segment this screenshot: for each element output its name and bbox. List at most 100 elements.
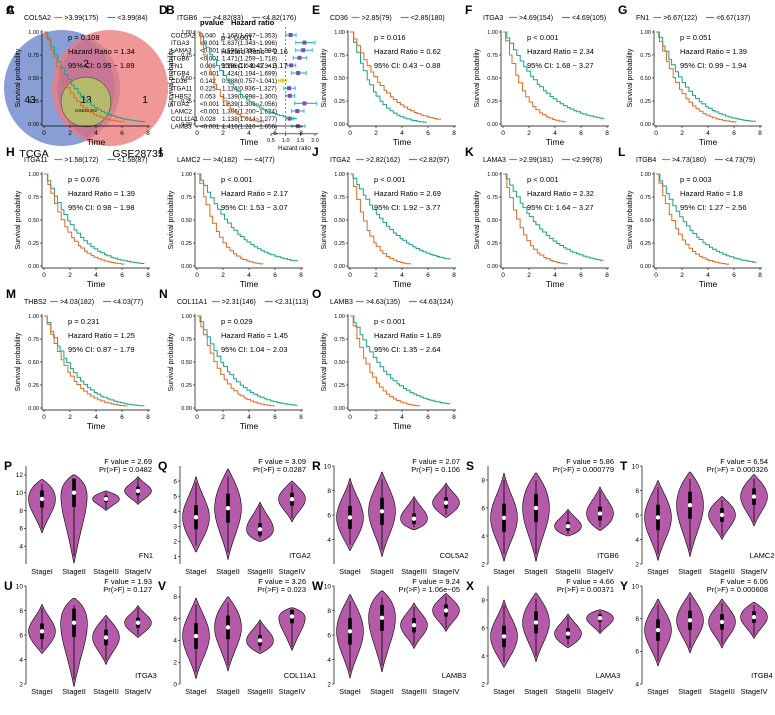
km-hr: Hazard Ratio = 0.62 xyxy=(374,47,441,56)
violin-gene-label: LAMA3 xyxy=(596,671,621,680)
km-xtick-label: 6 xyxy=(426,130,430,137)
km-ytick-label: 0.25 xyxy=(28,383,39,389)
km-xlabel: Time xyxy=(87,421,106,431)
violin-ytick-label: 6 xyxy=(173,616,177,623)
km-ytick-label: 0.00 xyxy=(181,264,192,270)
forest-pvalue-THBS2: 0.053 xyxy=(200,93,216,100)
violin-p-value: Pr(>F) = 0.000779 xyxy=(553,465,614,474)
violin-ytick-label: 6 xyxy=(481,625,485,632)
forest-col-pvalue: pvalue xyxy=(200,18,224,27)
km-ylabel: Survival probability xyxy=(321,190,328,249)
km-curve-low xyxy=(656,173,757,263)
violin-panel-LAMC2: T 2 4 6 8 10 StageI StageII StageIII StageIV F val… xyxy=(620,457,775,576)
forest-hr-text-ITGA3: 1.637(1.343~1.996) xyxy=(222,40,277,47)
violin-panel-ITGA3: U 2 4 6 8 10 StageI StageII StageIII StageIV F val… xyxy=(4,577,157,696)
km-hr: Hazard Ratio = 2.16 xyxy=(221,47,288,56)
km-panel-FN1: G FN1 >6.67(122) <6.67(137) 0.00 0.25 0.50 0.75… xyxy=(618,3,762,147)
km-xlabel: Time xyxy=(699,137,718,147)
forest-hr-text-ITGA2: 1.639(1.306~2.056) xyxy=(222,101,277,108)
km-ylabel: Survival probability xyxy=(15,48,22,107)
km-legend-low: <4.03(77) xyxy=(113,299,143,306)
violin-ytick-label: 8 xyxy=(481,477,485,484)
forest-hr-text-ITGB4: 1.424(1.194~1.699) xyxy=(222,71,277,78)
km-xtick-label: 8 xyxy=(146,272,150,279)
km-xlabel: Time xyxy=(240,137,259,147)
km-xtick-label: 0 xyxy=(348,130,352,137)
km-xtick-label: 4 xyxy=(400,414,404,421)
violin-median xyxy=(225,625,231,630)
km-panel-LAMA3: K LAMA3 >2.99(181) <2.99(78) 0.00 0.25 0.50 0.7… xyxy=(465,145,609,289)
violin-ytick-label: 10 xyxy=(16,490,24,497)
violin-gene-label: FN1 xyxy=(139,551,153,560)
km-xtick-label: 4 xyxy=(553,272,557,279)
km-ytick-label: 0.25 xyxy=(487,241,498,247)
km-legend-high: >4.73(180) xyxy=(672,157,706,164)
panel-label-i: I xyxy=(159,145,162,159)
km-ylabel: Survival probability xyxy=(474,48,481,107)
violin-median xyxy=(71,490,77,495)
forest-hr-text-FN1: 1.186(1.049~1.341) xyxy=(222,63,277,70)
km-ytick-label: 1.00 xyxy=(487,30,498,36)
forest-tick-label: 0.5 xyxy=(267,138,275,144)
km-legend-high: >1.58(172) xyxy=(64,157,98,164)
km-xtick-label: 0 xyxy=(348,414,352,421)
km-curve-low xyxy=(350,31,427,123)
panel-label-f: F xyxy=(465,3,472,17)
km-ytick-label: 0.00 xyxy=(28,122,39,128)
km-curve-low xyxy=(44,315,145,407)
km-xlabel: Time xyxy=(546,137,565,147)
km-xlabel: Time xyxy=(87,137,106,147)
violin-median xyxy=(533,505,539,511)
km-xtick-label: 0 xyxy=(42,130,46,137)
km-legend-low: <2.31(113) xyxy=(275,299,309,306)
violin-category-label: StageIII xyxy=(709,567,735,576)
km-ytick-label: 0.75 xyxy=(640,195,651,201)
violin-gene-label: ITGA3 xyxy=(135,671,157,680)
km-ytick-label: 0.00 xyxy=(487,122,498,128)
violin-category-label: StageI xyxy=(185,687,207,696)
km-hr: Hazard Ratio = 1.89 xyxy=(374,331,441,340)
km-xtick-label: 2 xyxy=(374,414,378,421)
venn-center-count: 13 xyxy=(80,95,92,106)
violin-ytick-label: 4 xyxy=(481,653,485,660)
violin-ytick-label: 10 xyxy=(324,463,332,470)
violin-ytick-label: 4 xyxy=(173,638,177,645)
km-gene-label: FN1 xyxy=(636,15,649,22)
km-xtick-label: 8 xyxy=(452,272,456,279)
forest-tick-label: 2.0 xyxy=(311,138,319,144)
panel-label-h: H xyxy=(6,145,15,159)
km-legend-low: <6.67(137) xyxy=(716,15,750,22)
km-xtick-label: 0 xyxy=(42,272,46,279)
km-ytick-label: 0.75 xyxy=(640,53,651,59)
km-pvalue: p = 0.016 xyxy=(374,33,406,42)
violin-median xyxy=(597,616,603,621)
km-ytick-label: 1.00 xyxy=(181,172,192,178)
km-xtick-label: 4 xyxy=(706,272,710,279)
forest-hr-text-COL11A1: 1.138(1.014~1.277) xyxy=(222,116,277,123)
forest-hr-text-LAMC2: 1.396(1.200~1.624) xyxy=(222,109,277,116)
km-xtick-label: 4 xyxy=(706,130,710,137)
km-ytick-label: 0.50 xyxy=(28,218,39,224)
violin-median xyxy=(533,620,539,625)
violin-category-label: StageIV xyxy=(279,687,306,696)
panel-label-w: W xyxy=(312,579,324,593)
violin-ytick-label: 1 xyxy=(173,554,177,561)
violin-f-value: F value = 2.69 xyxy=(104,457,152,466)
km-ytick-label: 0.00 xyxy=(334,122,345,128)
violin-p-value: Pr(>F) = 0.127 xyxy=(103,585,152,594)
km-curve-high xyxy=(656,173,730,265)
panel-label-n: N xyxy=(159,287,168,301)
km-ytick-label: 0.25 xyxy=(640,99,651,105)
km-ylabel: Survival probability xyxy=(627,190,634,249)
forest-tick-label: 1.0 xyxy=(282,138,290,144)
km-ylabel: Survival probability xyxy=(627,48,634,107)
forest-point-ITGB4 xyxy=(296,71,301,75)
km-ytick-label: 0.25 xyxy=(181,99,192,105)
km-xtick-label: 2 xyxy=(221,414,225,421)
km-xlabel: Time xyxy=(393,279,412,289)
violin-category-label: StageIV xyxy=(433,567,460,576)
venn-right-label: GSE28735 xyxy=(112,148,164,160)
violin-f-value: F value = 3.09 xyxy=(258,457,306,466)
forest-point-COL5A2 xyxy=(288,33,293,37)
